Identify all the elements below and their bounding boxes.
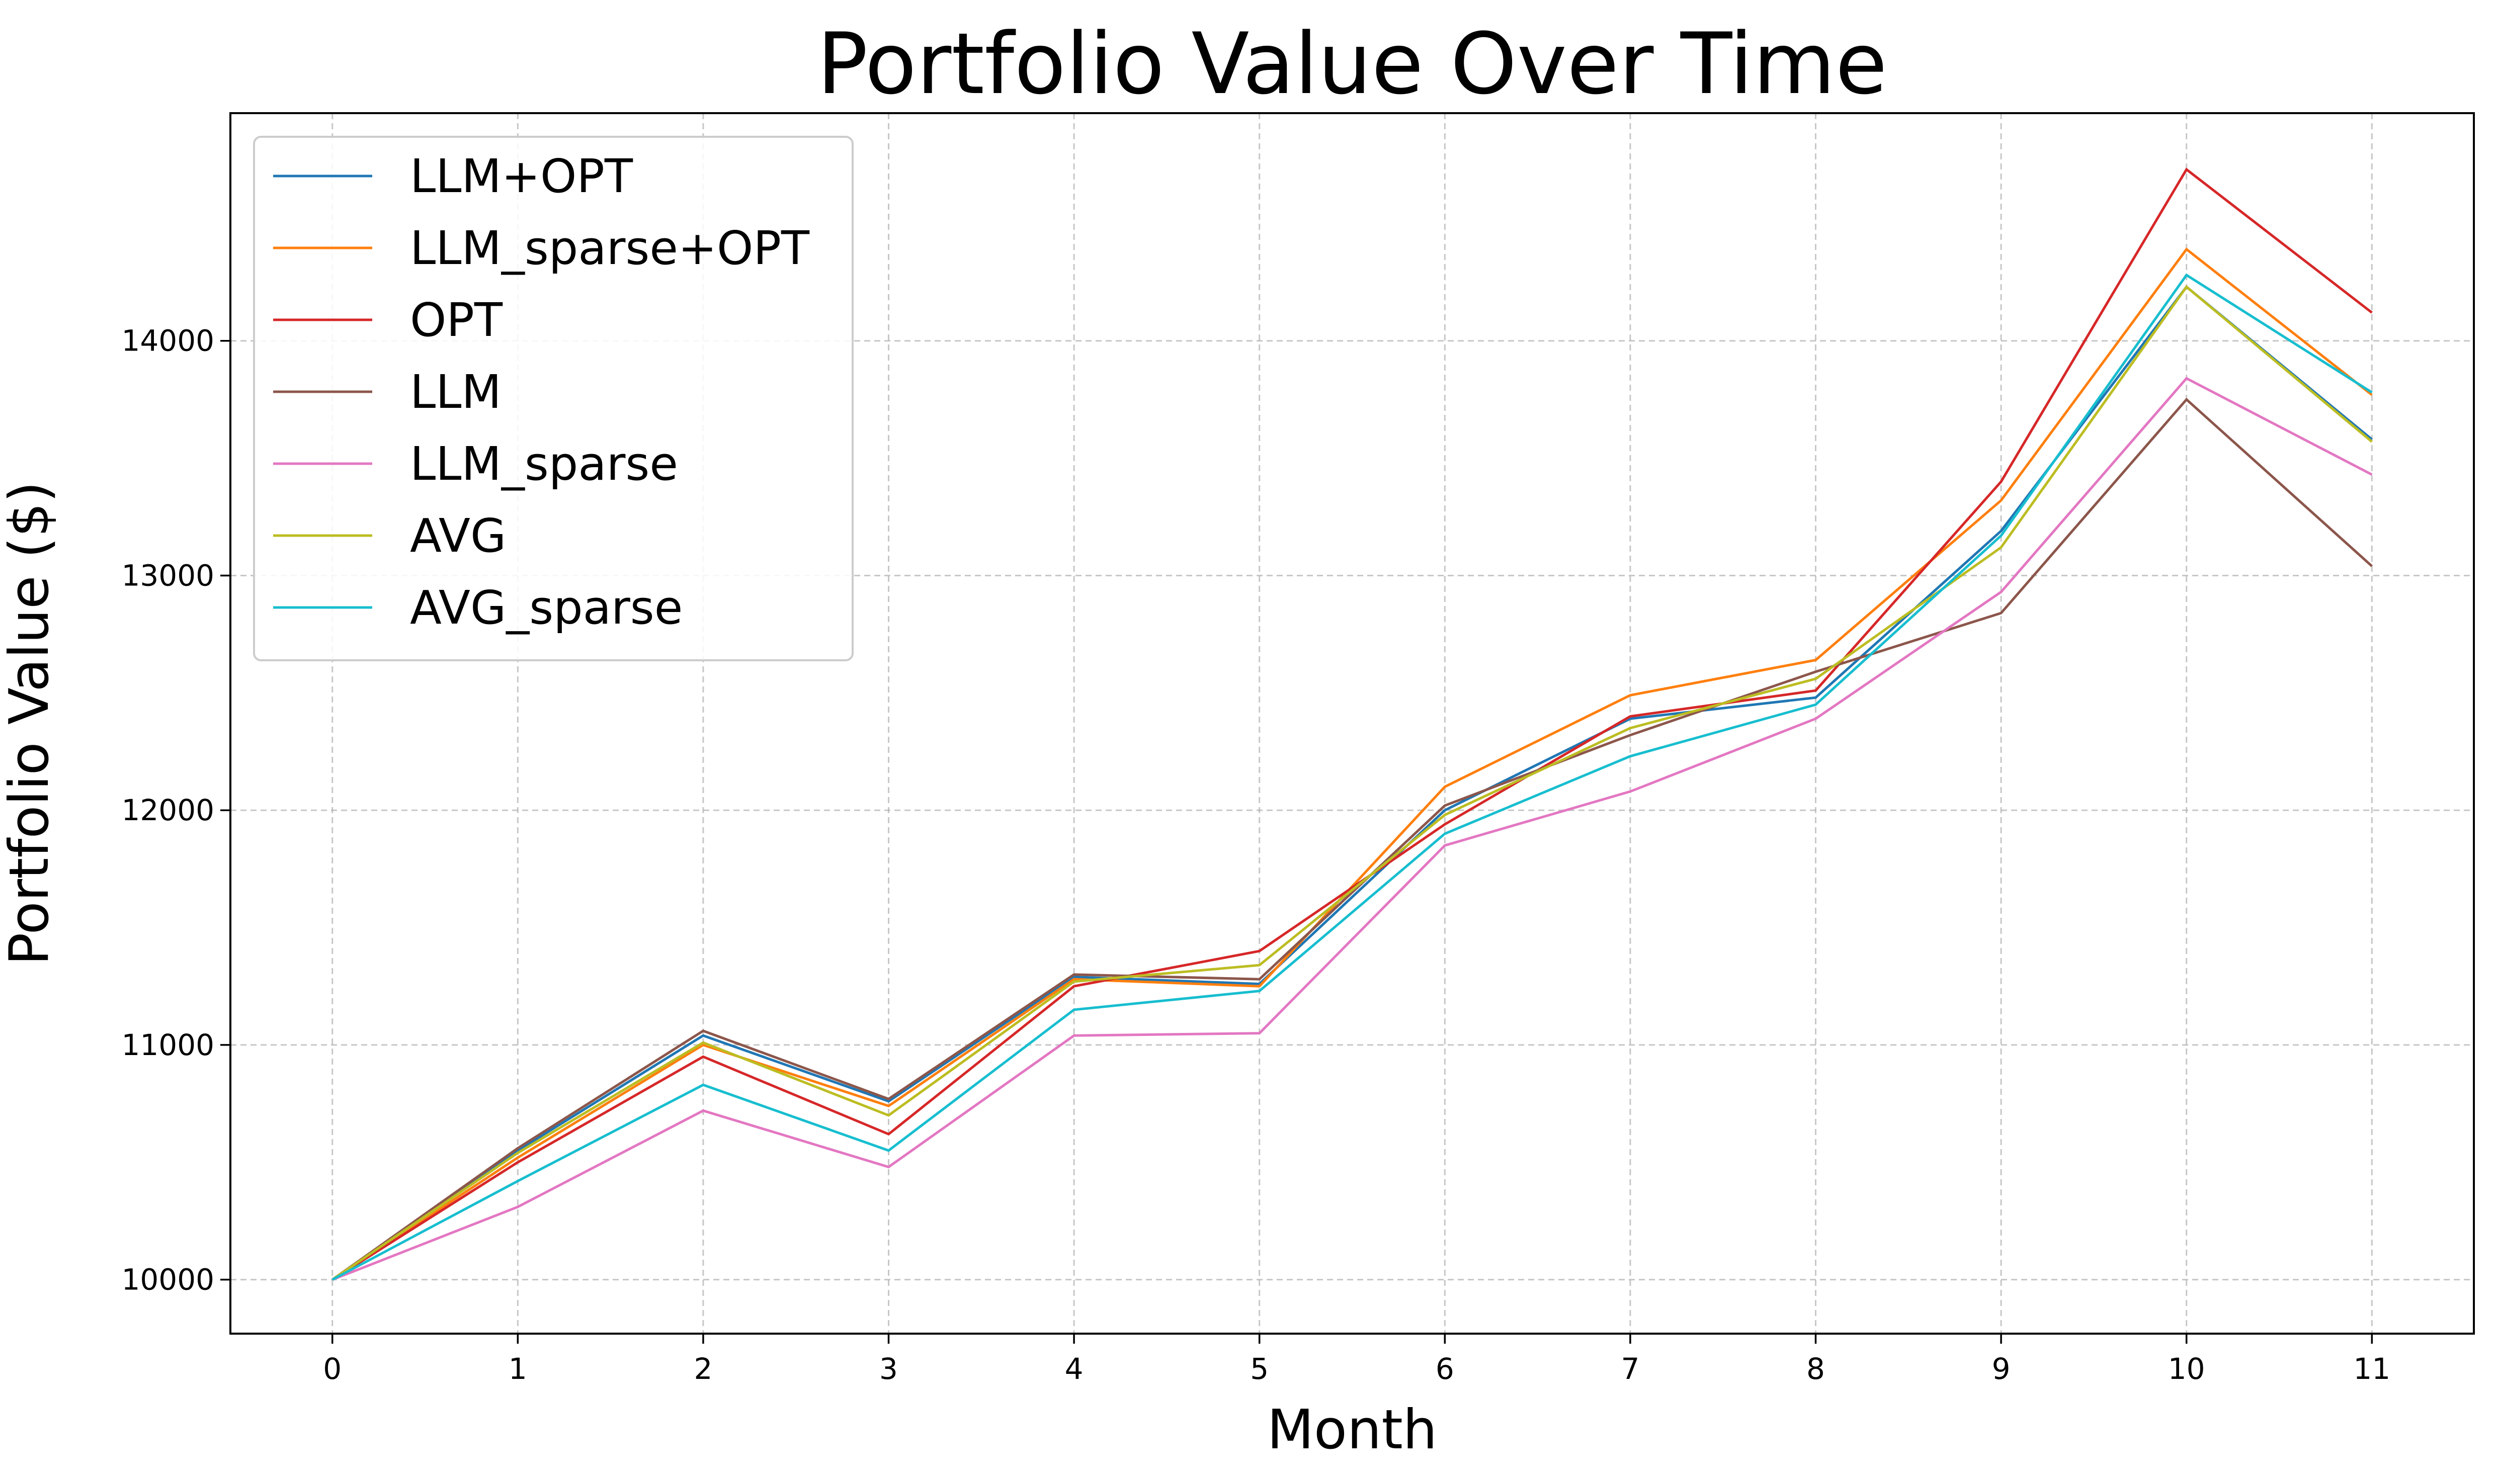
chart-title: Portfolio Value Over Time (817, 15, 1887, 113)
y-tick-label: 10000 (121, 1263, 214, 1297)
y-axis-ticks: 10000 11000 12000 13000 14000 (121, 324, 230, 1297)
legend-label: LLM (410, 365, 502, 419)
x-tick-label: 2 (694, 1352, 712, 1386)
y-tick-label: 12000 (121, 793, 214, 827)
x-tick-label: 10 (2168, 1352, 2205, 1386)
x-axis-label: Month (1267, 1399, 1438, 1461)
x-tick-label: 11 (2353, 1352, 2390, 1386)
x-axis-ticks: 0 1 2 3 4 5 6 7 8 9 10 11 (323, 1334, 2390, 1386)
legend-label: AVG_sparse (410, 581, 683, 635)
y-tick-label: 13000 (121, 558, 214, 592)
legend-label: LLM+OPT (410, 149, 633, 203)
y-tick-label: 14000 (121, 324, 214, 358)
x-tick-label: 6 (1436, 1352, 1454, 1386)
legend-label: OPT (410, 293, 503, 347)
x-tick-label: 8 (1806, 1352, 1825, 1386)
x-tick-label: 3 (879, 1352, 898, 1386)
x-tick-label: 0 (323, 1352, 342, 1386)
x-tick-label: 5 (1250, 1352, 1269, 1386)
series-line-llm (331, 397, 2373, 1281)
y-tick-label: 11000 (121, 1028, 214, 1062)
series-line-avg (331, 285, 2373, 1281)
series-line-llm-sparse (331, 377, 2373, 1281)
series-line-avg-sparse (331, 273, 2373, 1281)
legend-label: AVG (410, 509, 506, 563)
x-tick-label: 7 (1621, 1352, 1639, 1386)
legend-label: LLM_sparse+OPT (410, 221, 810, 275)
series-line-opt (331, 167, 2373, 1281)
x-tick-label: 9 (1992, 1352, 2011, 1386)
legend-box (253, 136, 854, 661)
y-axis-label: Portfolio Value ($) (0, 481, 61, 966)
plot-area-frame (229, 112, 2475, 1335)
x-tick-label: 1 (509, 1352, 527, 1386)
legend: LLM+OPT LLM_sparse+OPT OPT LLM LLM_sparse AVG… (253, 136, 854, 661)
series-lines (331, 167, 2373, 1281)
legend-label: LLM_sparse (410, 437, 678, 491)
x-tick-label: 4 (1065, 1352, 1084, 1386)
